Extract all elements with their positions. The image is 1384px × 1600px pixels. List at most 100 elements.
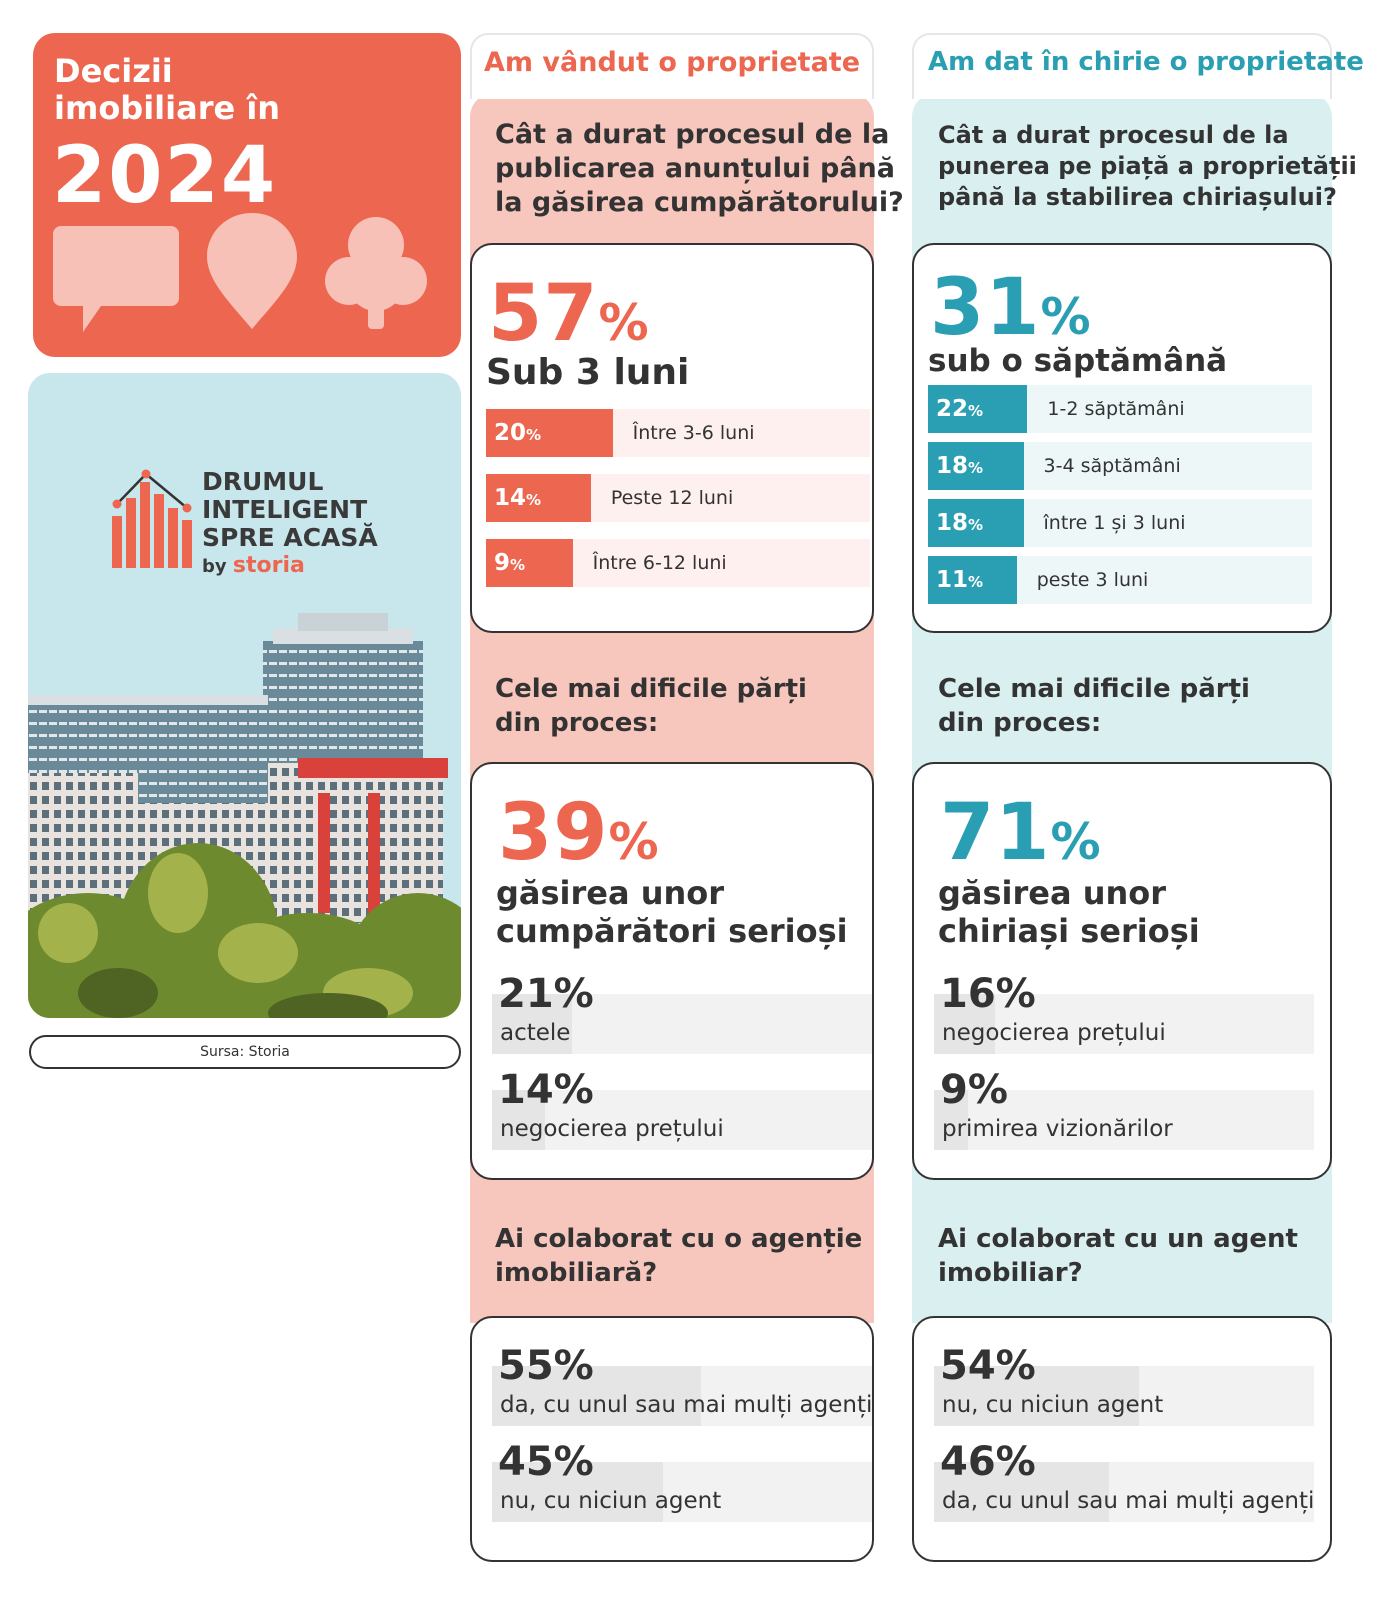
- gray-bar-label: negocierea prețului: [500, 1116, 724, 1142]
- bar-row: 14% Peste 12 luni: [486, 474, 870, 522]
- rent-big2-line1: găsirea unor: [938, 874, 1167, 912]
- rent-q2-line2: din proces:: [938, 708, 1102, 738]
- bar-label: Peste 12 luni: [610, 487, 734, 509]
- rent-question-3: Ai colaborat cu un agent imobiliar?: [938, 1222, 1298, 1290]
- bar-row: 22% 1-2 săptămâni: [928, 385, 1312, 433]
- gray-bar-value: 14%: [498, 1067, 594, 1113]
- sold-big-label-2: găsirea unor cumpărători serioși: [496, 874, 876, 950]
- title-line-2: imobiliare în: [54, 89, 281, 127]
- sold-card-1: 57% Sub 3 luni 20% Între 3-6 luni 14% Peste…: [470, 243, 874, 633]
- rent-q1-line2: punerea pe piață a proprietății: [938, 152, 1357, 180]
- logo-by: by: [202, 556, 227, 577]
- bar-fill: [928, 385, 1028, 433]
- bar-value-unit: %: [968, 573, 984, 591]
- sold-big-value-2: 39%: [498, 794, 660, 881]
- rent-q1-line1: Cât a durat procesul de la: [938, 121, 1289, 149]
- sold-question-2: Cele mai dificile părți din proces:: [495, 672, 807, 740]
- sold-question-3: Ai colaborat cu o agenție imobiliară?: [495, 1222, 862, 1290]
- gray-bar-fill: [934, 994, 995, 1054]
- bar-value-unit: %: [526, 491, 542, 509]
- gray-bar-fill: [492, 994, 572, 1054]
- gray-bar-value: 21%: [498, 971, 594, 1017]
- bar-label: 1-2 săptămâni: [1047, 398, 1185, 420]
- sold-big-number-2: 39: [498, 788, 609, 878]
- logo-brand: storia: [232, 553, 305, 578]
- title-text: Decizii imobiliare în: [54, 53, 280, 127]
- storia-logo-icon: [112, 469, 192, 568]
- bar-value-unit: %: [968, 516, 984, 534]
- gray-bar-value: 54%: [940, 1343, 1036, 1389]
- sold-big-label-1: Sub 3 luni: [486, 352, 690, 393]
- rent-question-1: Cât a durat procesul de la punerea pe pi…: [938, 120, 1357, 213]
- sold-header: Am vândut o proprietate: [470, 33, 874, 99]
- sold-big-number-1: 57: [488, 269, 599, 359]
- title-icons: [53, 213, 427, 332]
- bar-label: Între 6-12 luni: [592, 552, 727, 574]
- bar-value-unit: %: [510, 556, 526, 574]
- gray-bar-fill: [492, 1090, 546, 1150]
- gray-bar-value: 46%: [940, 1439, 1036, 1485]
- bar-label: 3-4 săptămâni: [1043, 455, 1181, 477]
- source-label: Sursa: Storia: [29, 1035, 461, 1069]
- gray-bar-row: 9% primirea vizionărilor: [934, 1068, 1314, 1150]
- rent-card-1: 31% sub o săptămână 22% 1-2 săptămâni 18% 3…: [912, 243, 1332, 633]
- bar-label: Între 3-6 luni: [632, 422, 755, 444]
- gray-bar-row: 21% actele: [492, 972, 872, 1054]
- rent-big-label-2: găsirea unor chiriași serioși: [938, 874, 1318, 950]
- bar-row: 18% între 1 și 3 luni: [928, 499, 1312, 547]
- gray-bar-row: 54% nu, cu niciun agent: [934, 1344, 1314, 1426]
- sold-title: Am vândut o proprietate: [484, 47, 861, 78]
- rent-q3-line2: imobiliar?: [938, 1258, 1083, 1288]
- bar-label: peste 3 luni: [1036, 569, 1149, 591]
- gray-bar-fill: [492, 1366, 701, 1426]
- gray-bar-value: 45%: [498, 1439, 594, 1485]
- gray-bar-label: da, cu unul sau mai mulți agenți: [942, 1488, 1315, 1514]
- rent-big-label-1: sub o săptămână: [928, 343, 1228, 379]
- gray-bar-label: negocierea prețului: [942, 1020, 1166, 1046]
- gray-bar-label: primirea vizionărilor: [942, 1116, 1173, 1142]
- logo-byline: by storia: [202, 553, 305, 578]
- bar-value: 18%: [936, 510, 984, 536]
- bar-fill: [486, 409, 613, 457]
- rent-title: Am dat în chirie o proprietate: [928, 47, 1364, 77]
- gray-bar-fill: [934, 1090, 969, 1150]
- bar-fill: [928, 556, 1017, 604]
- sold-big-value-1: 57%: [488, 275, 650, 362]
- bar-fill: [928, 442, 1024, 490]
- rent-q3-line1: Ai colaborat cu un agent: [938, 1224, 1298, 1254]
- gray-bar-label: nu, cu niciun agent: [942, 1392, 1164, 1418]
- sold-big2-line2: cumpărători serioși: [496, 912, 848, 950]
- title-year: 2024: [52, 131, 278, 221]
- logo-line-3: SPRE ACASĂ: [202, 523, 378, 552]
- bar-fill: [486, 539, 573, 587]
- rent-header: Am dat în chirie o proprietate: [912, 33, 1364, 99]
- bar-row: 18% 3-4 săptămâni: [928, 442, 1312, 490]
- bar-row: 9% Între 6-12 luni: [486, 539, 870, 587]
- bar-value: 20%: [494, 420, 542, 446]
- gray-bar-label: nu, cu niciun agent: [500, 1488, 722, 1514]
- tree-icon: [325, 217, 427, 329]
- sold-q1-line2: publicarea anunțului până: [495, 153, 895, 184]
- sold-q1-line1: Cât a durat procesul de la: [495, 119, 890, 150]
- rent-big-number-2: 71: [940, 788, 1051, 878]
- gray-bar-fill: [934, 1462, 1109, 1522]
- gray-bar-track: [492, 1090, 872, 1150]
- sold-big2-line1: găsirea unor: [496, 874, 725, 912]
- rent-big-pct-2: %: [1050, 813, 1102, 871]
- sold-q3-line1: Ai colaborat cu o agenție: [495, 1224, 863, 1254]
- rent-question-2: Cele mai dificile părți din proces:: [938, 672, 1250, 740]
- bar-label: între 1 și 3 luni: [1043, 512, 1186, 534]
- sold-big-pct-1: %: [598, 294, 650, 352]
- rent-big-value-2: 71%: [940, 794, 1102, 881]
- sold-q3-line2: imobiliară?: [495, 1258, 658, 1288]
- gray-bar-track: [934, 1090, 1314, 1150]
- gray-bar-row: 45% nu, cu niciun agent: [492, 1440, 872, 1522]
- rent-big-value-1: 31%: [930, 269, 1092, 356]
- gray-bar-row: 16% negocierea prețului: [934, 972, 1314, 1054]
- bar-value-unit: %: [968, 459, 984, 477]
- gray-bar-fill: [934, 1366, 1140, 1426]
- bar-fill: [928, 499, 1024, 547]
- gray-bar-track: [934, 994, 1314, 1054]
- sold-q2-line2: din proces:: [495, 708, 659, 738]
- logo-line-2: INTELIGENT: [202, 495, 368, 524]
